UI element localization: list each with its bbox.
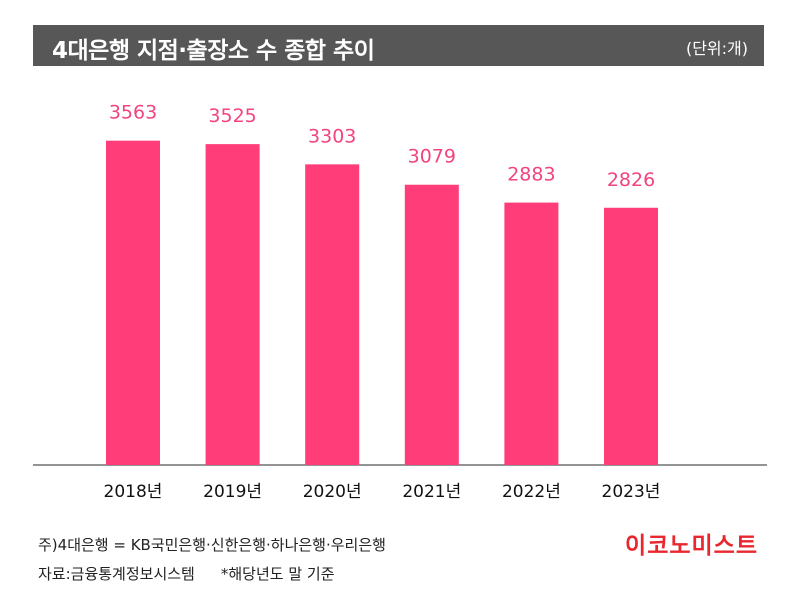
x-tick-label: 2021년 (402, 482, 461, 502)
bar-2021년 (404, 184, 459, 465)
data-label: 2883 (507, 164, 555, 186)
chart-title: 4대은행 지점·출장소 수 종합 추이 (52, 38, 375, 64)
unit-label: (단위:개) (685, 39, 748, 58)
data-label: 3563 (109, 102, 157, 124)
bar-2019년 (205, 144, 260, 465)
data-label: 3525 (208, 105, 256, 127)
source-text: 자료:금융통계정보시스템 (38, 565, 195, 583)
bar-2018년 (106, 140, 160, 465)
x-tick-label: 2020년 (303, 482, 362, 502)
data-label: 3303 (308, 125, 356, 147)
bar-2023년 (604, 207, 658, 465)
footnote-source-line: 자료:금융통계정보시스템 *해당년도 말 기준 (38, 563, 335, 584)
x-tick-label: 2022년 (502, 482, 561, 502)
footnote-banks: 주)4대은행 = KB국민은행·신한은행·하나은행·우리은행 (38, 536, 386, 554)
title-bar: 4대은행 지점·출장소 수 종합 추이 (단위:개) (33, 25, 764, 66)
bar-2020년 (305, 164, 360, 465)
data-label: 3079 (408, 146, 456, 168)
publisher-logo: 이코노미스트 (625, 533, 758, 559)
x-tick-label: 2018년 (104, 482, 163, 502)
x-tick-label: 2019년 (203, 482, 262, 502)
data-label: 2826 (607, 169, 655, 191)
basis-note: *해당년도 말 기준 (220, 565, 335, 583)
bar-chart: 3563 2018년 3525 2019년 3303 2020년 3079 2021년 2883… (33, 102, 767, 502)
x-tick-label: 2023년 (602, 482, 661, 502)
bar-2022년 (504, 202, 559, 466)
